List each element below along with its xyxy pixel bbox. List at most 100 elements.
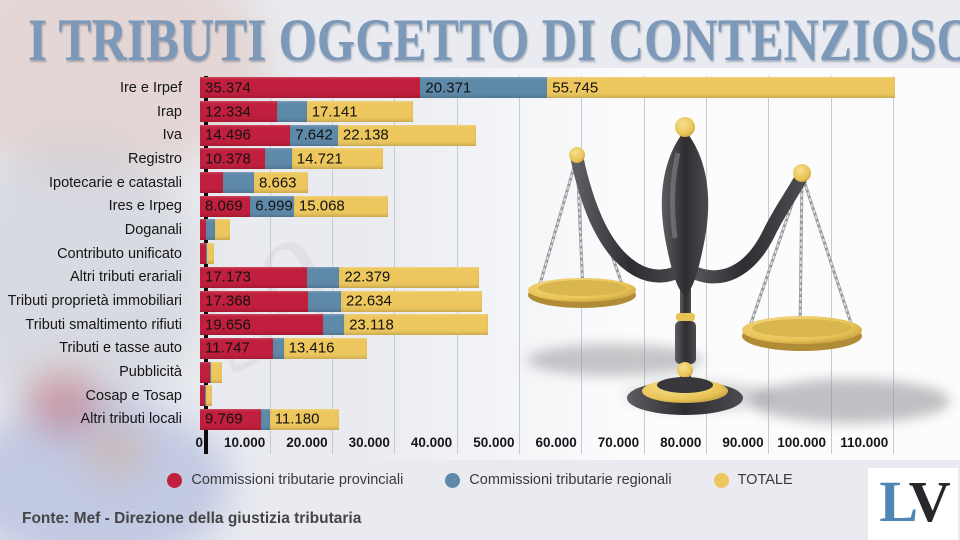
gridline: [519, 76, 520, 454]
category-label: Iva: [162, 127, 182, 144]
bar-value-label: 12.334: [205, 103, 251, 121]
bar-segment: 12.334: [200, 101, 277, 123]
bar-segment: 14.721: [291, 148, 384, 170]
axis-tick-label: 20.000: [286, 435, 328, 450]
stacked-bar: 17.368 22.634: [200, 290, 482, 312]
chart-legend: Commissioni tributarie provinciali Commi…: [0, 472, 960, 488]
bar-row: Ipotecarie e catastali 8.663: [0, 171, 960, 195]
bar-segment: [200, 219, 207, 241]
category-label: Ire e Irpef: [119, 79, 182, 96]
bar-segment: [205, 243, 207, 265]
category-label: Altri tributi locali: [80, 411, 182, 428]
bar-value-label: 9.769: [205, 410, 243, 428]
bar-row: Tributi e tasse auto 11.747 13.416: [0, 337, 960, 361]
stacked-bar: [200, 243, 214, 265]
bar-value-label: 22.138: [342, 126, 389, 144]
bar-segment: [276, 101, 307, 123]
stacked-bar: 17.173 22.379: [200, 266, 479, 288]
axis-tick-label: 0: [195, 435, 203, 450]
bar-row: Cosap e Tosap: [0, 384, 960, 408]
bar-segment: 55.745: [547, 77, 895, 99]
axis-tick-label: 40.000: [410, 435, 453, 450]
bar-segment: 17.173: [200, 266, 307, 288]
bar-segment: 17.368: [200, 290, 309, 312]
stacked-bar: 8.663: [200, 172, 308, 194]
category-label: Tributi e tasse auto: [59, 340, 182, 357]
bar-segment: [307, 266, 340, 288]
lv-logo-letter-l: L: [879, 469, 912, 534]
bar-row: Doganali: [0, 218, 960, 242]
category-label: Registro: [128, 150, 182, 167]
bar-segment: [200, 361, 210, 383]
bar-row: Pubblicità: [0, 360, 960, 384]
lv-logo-text: LV: [879, 473, 950, 535]
category-label: Ires e Irpeg: [108, 198, 182, 215]
axis-tick-label: 60.000: [535, 435, 577, 450]
axis-tick-label: 50.000: [473, 435, 515, 450]
bar-row: Altri tributi erariali 17.173 22.379: [0, 266, 960, 290]
page-title: I TRIBUTI OGGETTO DI CONTENZIOSO: [28, 7, 960, 73]
axis-tick-label: 70.000: [597, 435, 640, 450]
stacked-bar: [200, 361, 223, 383]
bar-value-label: 35.374: [205, 79, 251, 97]
x-axis-tick-labels: 0 10.000 20.000 30.000 40.000 50.000 60.000 70.…: [195, 435, 958, 453]
bar-row: Ire e Irpef 35.374 20.371 55.745: [0, 76, 960, 100]
bar-value-label: 8.663: [258, 174, 297, 192]
bar-segment: 11.180: [269, 408, 340, 430]
bar-segment: 7.642: [290, 124, 338, 146]
lv-logo: LV: [868, 468, 958, 540]
bar-row: Irap 12.334 17.141: [0, 100, 960, 124]
bar-value-label: 17.368: [205, 292, 251, 310]
bar-value-label: 6.999: [255, 197, 293, 215]
bar-segment: 15.068: [293, 195, 388, 217]
bar-segment: [260, 408, 270, 430]
stacked-bar: 35.374 20.371 55.745: [200, 77, 895, 99]
gridline: [394, 76, 396, 454]
bar-segment: 20.371: [420, 77, 548, 99]
bar-segment: [211, 361, 223, 383]
bar-segment: 13.416: [283, 337, 368, 359]
bar-segment: [206, 219, 215, 241]
bar-segment: 22.634: [340, 290, 482, 312]
stacked-bar: 8.069 6.999 15.068: [200, 195, 388, 217]
background-art: [88, 428, 143, 473]
legend-item-provinciali: Commissioni tributarie provinciali: [167, 472, 403, 488]
gridline: [456, 76, 458, 454]
bar-segment: 35.374: [200, 77, 421, 99]
bar-segment: [214, 219, 230, 241]
bar-segment: [205, 385, 206, 407]
axis-tick-label: 90.000: [722, 435, 764, 450]
bar-segment: [205, 385, 212, 407]
bar-value-label: 7.642: [295, 126, 333, 144]
bar-value-label: 15.068: [298, 197, 345, 215]
lv-logo-letter-v: V: [908, 469, 951, 534]
bar-value-label: 11.747: [205, 339, 250, 357]
bar-segment: 22.379: [339, 266, 479, 288]
legend-dot-regionali: [445, 472, 461, 488]
bar-segment: 10.378: [200, 148, 265, 170]
bar-value-label: 8.069: [205, 197, 243, 215]
bar-value-label: 23.118: [349, 316, 394, 334]
bar-segment: [200, 385, 206, 407]
legend-label: TOTALE: [737, 472, 793, 488]
bar-segment: [206, 243, 214, 265]
gridline: [332, 76, 334, 454]
source-note: Fonte: Mef - Direzione della giustizia t…: [22, 510, 362, 527]
category-label: Cosap e Tosap: [85, 387, 182, 404]
category-label: Contributo unificato: [57, 245, 182, 262]
bar-segment: 23.118: [344, 314, 489, 336]
stacked-bar: 12.334 17.141: [200, 101, 414, 123]
legend-item-regionali: Commissioni tributarie regionali: [445, 472, 672, 488]
bar-row: Registro 10.378 14.721: [0, 147, 960, 171]
legend-label: Commissioni tributarie regionali: [469, 472, 672, 488]
legend-dot-provinciali: [167, 472, 183, 488]
bar-segment: 22.138: [337, 124, 476, 146]
category-label: Tributi smaltimento rifiuti: [25, 316, 182, 333]
stacked-bar: [200, 385, 212, 407]
category-label: Ipotecarie e catastali: [49, 174, 182, 191]
bar-segment: 6.999: [250, 195, 294, 217]
bar-value-label: 11.180: [274, 410, 320, 428]
bar-value-label: 22.634: [345, 292, 392, 310]
legend-label: Commissioni tributarie provinciali: [191, 472, 404, 488]
legend-dot-totale: [713, 472, 729, 488]
